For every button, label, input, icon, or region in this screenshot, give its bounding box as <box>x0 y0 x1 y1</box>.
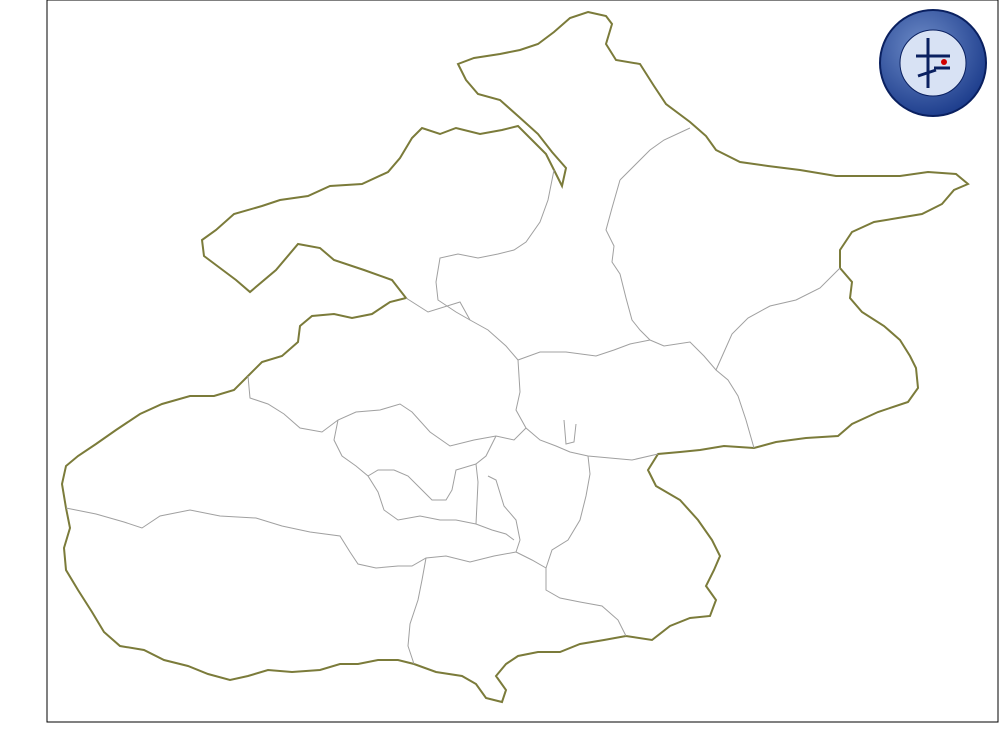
district-borders <box>65 127 841 665</box>
plot-frame <box>46 0 999 723</box>
beijing-meteorological-bureau-logo <box>879 9 987 117</box>
